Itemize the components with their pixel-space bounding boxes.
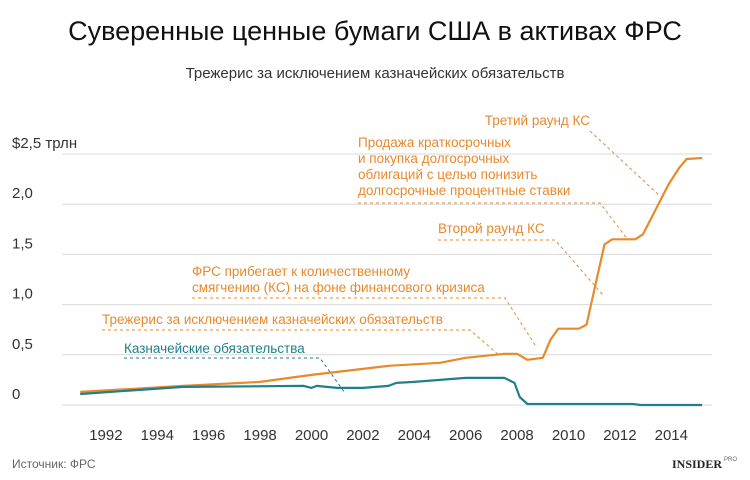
leader-line bbox=[438, 239, 604, 296]
y-tick-label: $2,5 трлн bbox=[12, 135, 77, 152]
leader-line bbox=[102, 329, 501, 357]
annotation: ФРС прибегает к количественному bbox=[192, 264, 410, 279]
x-tick-label: 2014 bbox=[655, 427, 688, 444]
leader-line bbox=[589, 130, 661, 197]
x-tick-label: 2000 bbox=[295, 427, 328, 444]
chart-subtitle: Трежерис за исключением казначейских обя… bbox=[186, 65, 565, 82]
x-tick-label: 1998 bbox=[243, 427, 276, 444]
series-line bbox=[80, 156, 703, 393]
annotation: облигаций с целью понизить bbox=[358, 167, 537, 182]
annotation: Второй раунд КС bbox=[438, 221, 545, 236]
annotation: и покупка долгосрочных bbox=[358, 151, 509, 166]
source: Источник: ФРС bbox=[12, 457, 96, 471]
leader-line bbox=[358, 202, 629, 241]
x-tick-label: 2010 bbox=[552, 427, 585, 444]
x-tick-label: 2012 bbox=[603, 427, 636, 444]
brand: INSIDER bbox=[672, 457, 722, 471]
annotation: долгосрочные процентные ставки bbox=[358, 183, 570, 198]
x-tick-label: 1996 bbox=[192, 427, 225, 444]
y-tick-label: 2,0 bbox=[12, 185, 33, 202]
series-line bbox=[80, 376, 703, 407]
annotation: Трежерис за исключением казначейских обя… bbox=[102, 312, 443, 327]
x-tick-label: 2002 bbox=[346, 427, 379, 444]
chart-title: Суверенные ценные бумаги США в активах Ф… bbox=[68, 16, 682, 46]
y-tick-label: 0,5 bbox=[12, 336, 33, 353]
x-tick-label: 2004 bbox=[398, 427, 431, 444]
x-tick-label: 2008 bbox=[500, 427, 533, 444]
x-tick-label: 1992 bbox=[89, 427, 122, 444]
annotation: Третий раунд КС bbox=[485, 113, 590, 128]
y-tick-label: 0 bbox=[12, 386, 20, 403]
annotation: Казначейские обязательства bbox=[124, 341, 305, 356]
brand-suffix: PRO bbox=[724, 457, 737, 463]
annotation: Продажа краткосрочных bbox=[358, 135, 511, 150]
x-tick-label: 2006 bbox=[449, 427, 482, 444]
y-tick-label: 1,5 bbox=[12, 235, 33, 252]
annotation: смягчению (КС) на фоне финансового кризи… bbox=[192, 280, 485, 295]
leader-line bbox=[192, 297, 536, 346]
y-tick-label: 1,0 bbox=[12, 286, 33, 303]
x-tick-label: 1994 bbox=[141, 427, 174, 444]
annotations: Третий раунд КС Продажа краткосрочных и … bbox=[102, 113, 661, 394]
leader-line bbox=[124, 357, 346, 394]
